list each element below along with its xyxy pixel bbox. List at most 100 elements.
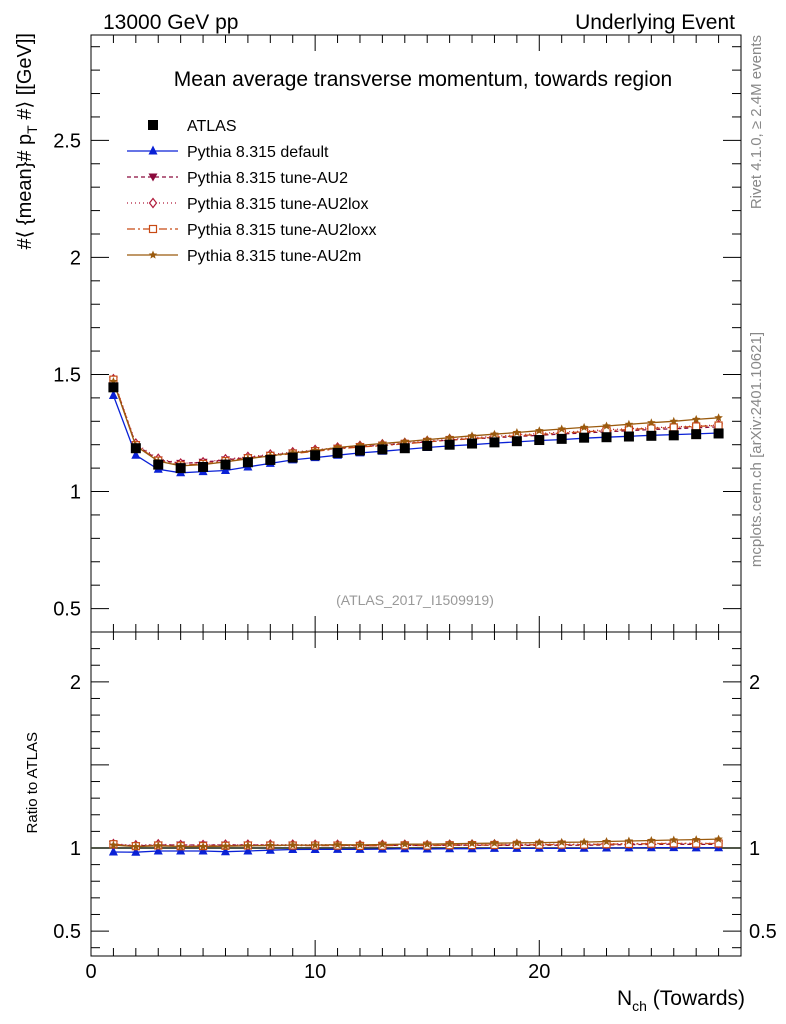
- marker-star: [669, 416, 678, 425]
- ratio-line: [113, 846, 719, 853]
- y-tick-label: 1: [70, 482, 81, 504]
- marker-star: [310, 840, 320, 849]
- ratio-tick-label-right: 0.5: [749, 921, 777, 943]
- marker-star: [512, 838, 522, 847]
- marker-star: [579, 422, 589, 431]
- ratio-line: [113, 842, 719, 846]
- marker-square: [668, 430, 679, 441]
- y-axis-label-sub: T: [24, 125, 40, 134]
- marker-square: [691, 429, 702, 440]
- marker-star: [243, 841, 253, 850]
- series-line: [112, 380, 719, 465]
- marker-square: [310, 450, 321, 461]
- y-tick-label: 1.5: [53, 364, 81, 386]
- marker-star: [131, 842, 141, 851]
- marker-triangle-up: [153, 845, 163, 855]
- series-pythia-8-315-tune-au2lox: [109, 373, 723, 469]
- marker-square: [511, 436, 522, 447]
- energy-label: 13000 GeV pp: [103, 11, 238, 34]
- marker-open-square: [669, 423, 678, 432]
- marker-square: [265, 454, 276, 465]
- marker-star: [579, 837, 589, 846]
- legend-item: ATLAS: [148, 118, 237, 135]
- series-line: [112, 379, 719, 466]
- marker-square: [377, 444, 388, 455]
- series-line: [112, 378, 719, 465]
- axes: 0 10 20 0.5 1 1.5 2 2.5 0.5 0.5 1 1 2 2: [53, 35, 777, 983]
- marker-square: [444, 439, 455, 450]
- marker-diamond: [148, 197, 158, 209]
- marker-square: [287, 452, 298, 463]
- marker-open-square: [692, 422, 701, 431]
- x-tick-label: 10: [304, 961, 326, 983]
- marker-star: [535, 426, 544, 435]
- marker-square: [130, 443, 141, 454]
- x-axis-label-rest: (Towards): [647, 987, 745, 1010]
- series-atlas: [108, 382, 724, 474]
- marker-triangle-up: [148, 145, 158, 155]
- marker-square: [148, 120, 158, 130]
- ratio-tick-label-left: 1: [70, 838, 81, 860]
- series-ratio: [108, 834, 724, 856]
- series-pythia-8-315-tune-au2m: [109, 377, 723, 470]
- marker-star: [400, 839, 410, 848]
- y-axis-label-main: #⟨ {mean}# p: [14, 134, 36, 250]
- marker-star: [109, 840, 118, 849]
- y-axis-label-unit: #⟩ [[GeV]]: [14, 33, 36, 125]
- marker-star: [288, 840, 297, 849]
- marker-star: [512, 428, 522, 437]
- marker-star: [378, 840, 387, 849]
- ratio-tick-label-left: 0.5: [53, 921, 81, 943]
- series-pythia-8-315-tune-au2: [108, 376, 724, 468]
- y-axis-label: #⟨ {mean}# pT #⟩ [[GeV]]: [14, 33, 40, 250]
- y-tick-label: 0.5: [53, 599, 81, 621]
- ratio-tick-label-right: 1: [749, 838, 760, 860]
- marker-star: [221, 841, 230, 850]
- marker-square: [579, 432, 590, 443]
- legend-item: Pythia 8.315 tune-AU2loxx: [127, 222, 376, 239]
- legend-label: Pythia 8.315 tune-AU2: [187, 170, 348, 187]
- marker-star: [490, 429, 499, 438]
- marker-square: [601, 432, 612, 443]
- marker-square: [332, 447, 343, 458]
- y-tick-label: 2: [70, 247, 81, 269]
- marker-square: [399, 443, 410, 454]
- chart-title: Mean average transverse momentum, toward…: [174, 68, 672, 91]
- ratio-tick-label-right: 2: [749, 672, 760, 694]
- series-main: [108, 373, 724, 477]
- marker-star: [490, 838, 499, 847]
- legend-item: Pythia 8.315 tune-AU2m: [127, 248, 361, 265]
- marker-triangle-up: [108, 390, 118, 400]
- marker-star: [602, 421, 611, 430]
- marker-triangle-up: [131, 449, 141, 459]
- marker-triangle-down: [148, 173, 158, 182]
- marker-star: [691, 414, 701, 424]
- marker-star: [535, 838, 544, 847]
- legend-label: Pythia 8.315 tune-AU2m: [187, 248, 361, 265]
- ratio-y-axis-label: Ratio to ATLAS: [24, 732, 41, 833]
- legend-label: Pythia 8.315 tune-AU2loxx: [187, 222, 376, 239]
- marker-square: [220, 459, 231, 470]
- marker-star: [624, 836, 634, 845]
- marker-star: [624, 419, 634, 428]
- marker-open-square: [148, 224, 158, 234]
- x-axis-label: Nch (Towards): [617, 987, 745, 1014]
- marker-square: [623, 431, 634, 442]
- marker-star: [445, 839, 454, 848]
- legend-item: Pythia 8.315 default: [127, 144, 329, 161]
- marker-star: [422, 839, 432, 848]
- marker-star: [557, 424, 566, 433]
- marker-star: [647, 418, 656, 427]
- marker-star: [691, 835, 701, 844]
- marker-star: [445, 433, 454, 442]
- marker-square: [713, 428, 724, 439]
- marker-star: [154, 841, 163, 850]
- marker-star: [148, 250, 158, 259]
- marker-square: [108, 382, 119, 393]
- marker-star: [602, 837, 611, 846]
- marker-square: [198, 461, 209, 472]
- x-tick-label: 0: [85, 961, 96, 983]
- marker-square: [556, 433, 567, 444]
- marker-square: [354, 445, 365, 456]
